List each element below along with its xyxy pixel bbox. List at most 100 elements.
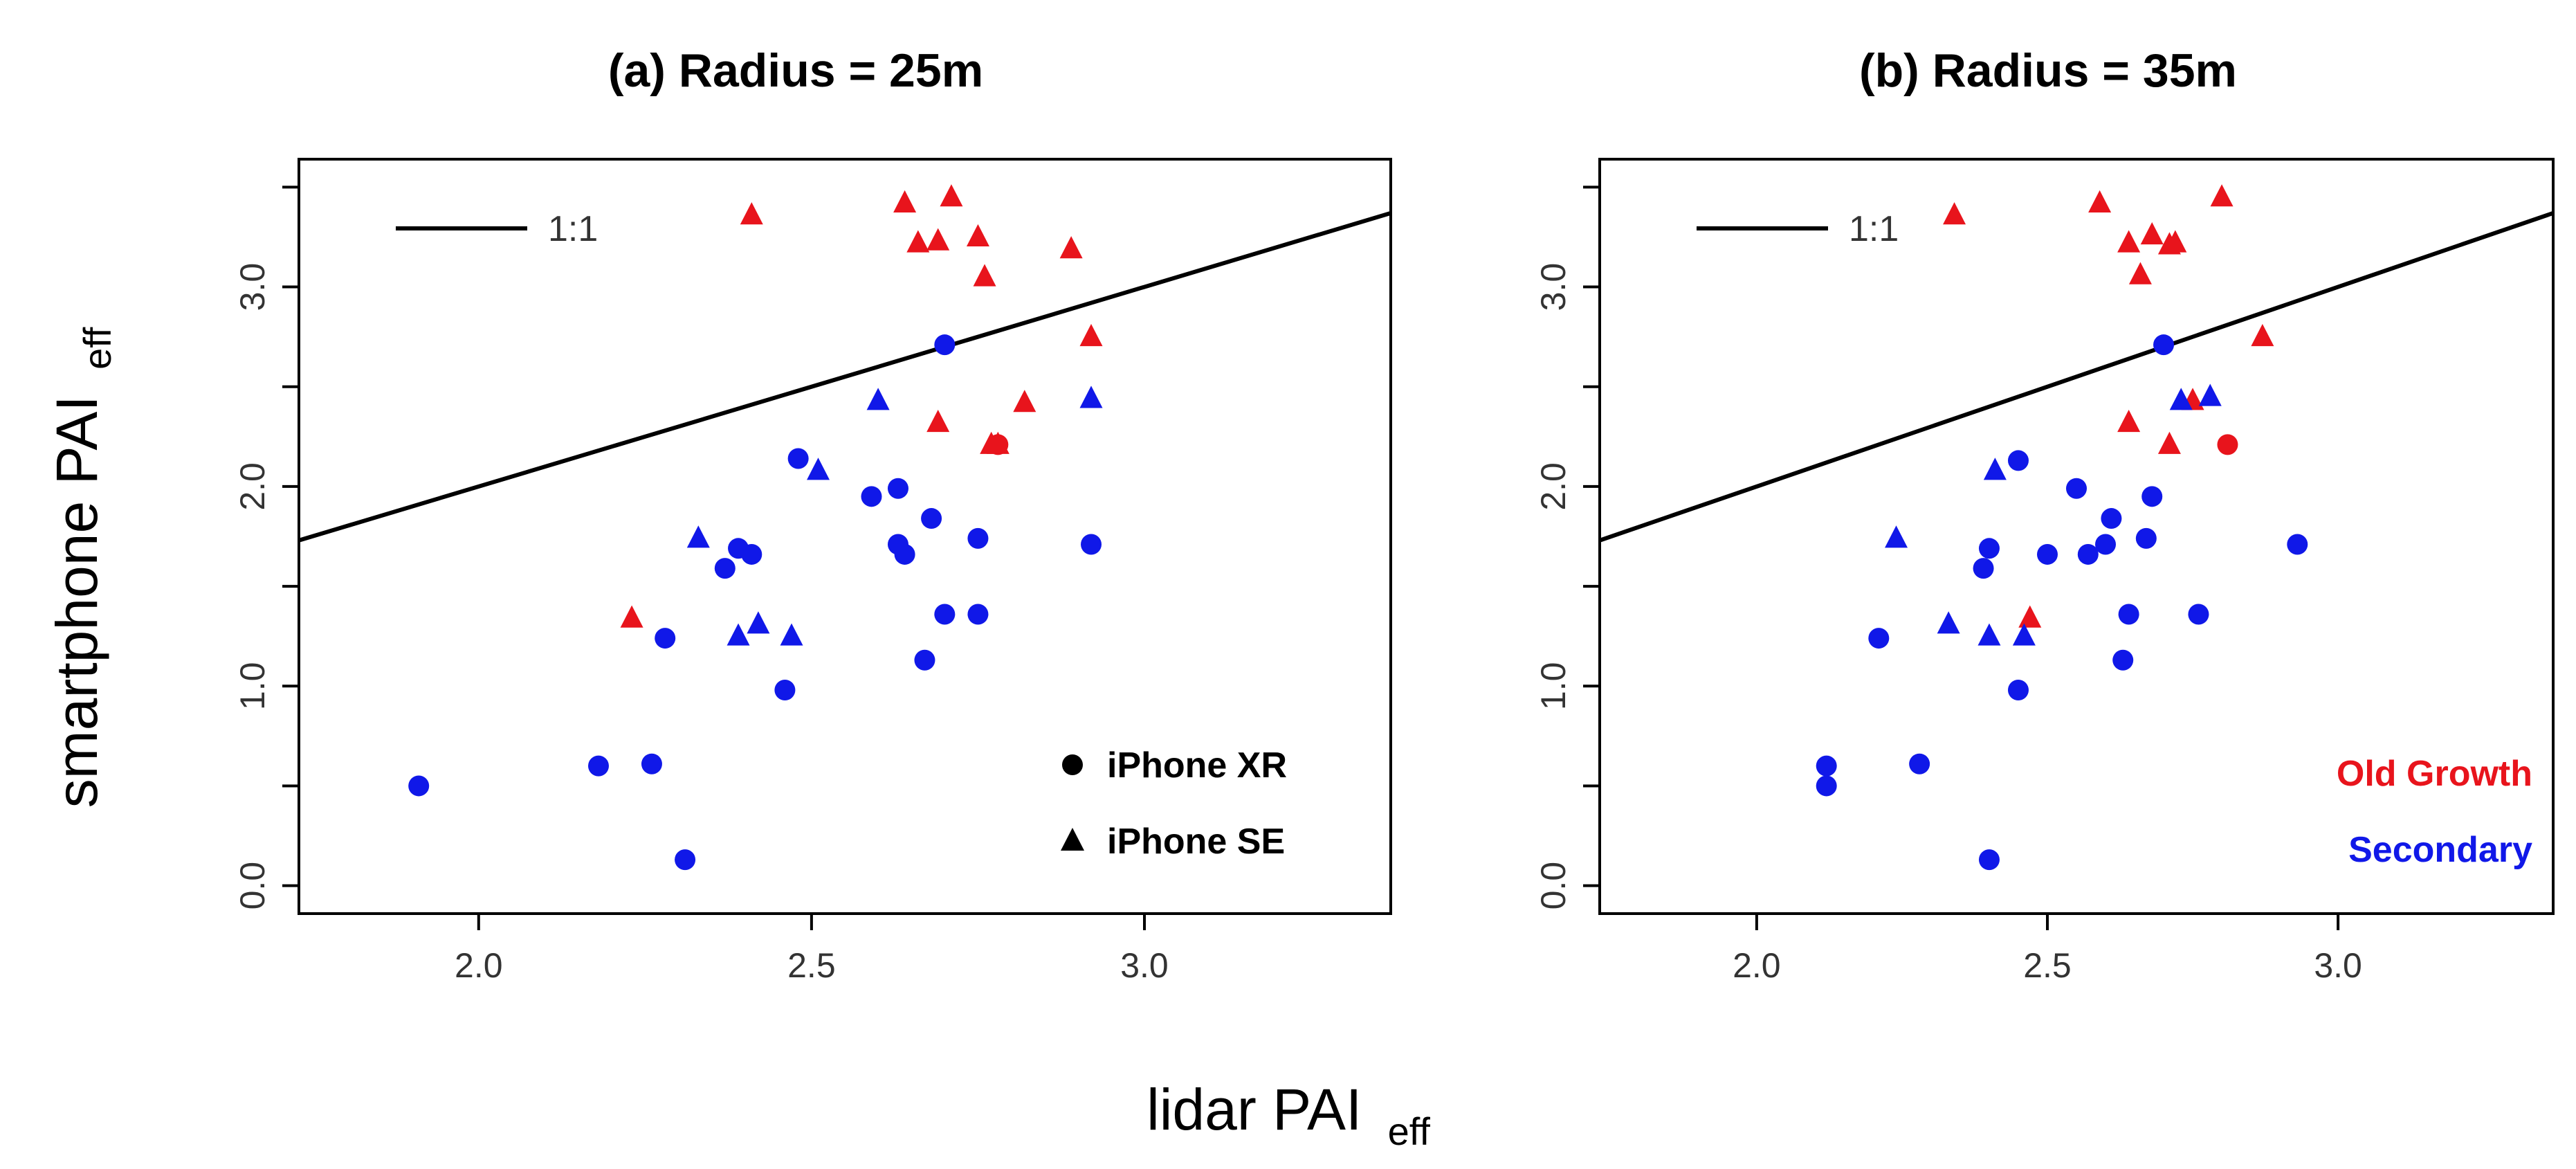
y-tick-label: 1.0 [233, 662, 272, 711]
data-point-circle [934, 334, 956, 356]
legend-device-label: iPhone XR [1107, 745, 1287, 786]
data-point-circle [1081, 534, 1102, 555]
data-point-circle [2066, 478, 2087, 499]
svg-text:smartphone PAI eff: smartphone PAI eff [44, 327, 119, 808]
data-point-triangle [2012, 623, 2036, 646]
data-point-circle [2217, 434, 2238, 455]
data-point-circle [1816, 775, 1837, 797]
data-point-circle [408, 775, 430, 797]
legend-group-label: Old Growth [2337, 754, 2532, 794]
data-point-circle [934, 604, 956, 625]
data-point-circle [2287, 534, 2308, 555]
panel-title: (a) Radius = 25m [608, 44, 983, 97]
x-tick-label: 2.5 [787, 946, 836, 985]
data-point-circle [2141, 486, 2163, 507]
x-axis-label: lidar PAI eff [1147, 1077, 1430, 1153]
data-point-triangle [1059, 236, 1083, 259]
y-tick-label: 2.0 [1534, 462, 1573, 511]
data-point-triangle [1977, 623, 2001, 646]
data-point-triangle [1943, 202, 1966, 225]
data-point-triangle [740, 202, 763, 225]
data-point-triangle [2117, 410, 2141, 433]
data-point-circle [2007, 680, 2029, 701]
data-point-circle [1978, 538, 2000, 559]
data-point-circle [861, 486, 882, 507]
x-tick-label: 2.0 [455, 946, 503, 985]
data-point-triangle [926, 228, 950, 251]
data-point-circle [2112, 649, 2134, 671]
data-point-circle [2036, 543, 2058, 565]
data-point-triangle [1885, 525, 1908, 548]
x-tick-label: 2.0 [1733, 946, 1781, 985]
data-point-triangle [906, 230, 930, 253]
data-point-triangle [2198, 383, 2222, 406]
legend-group-label: Secondary [2348, 830, 2532, 870]
data-point-circle [2101, 508, 2122, 529]
legend-circle-marker [1062, 754, 1083, 775]
data-point-triangle [686, 525, 710, 548]
x-axis-label-text: lidar PAI [1147, 1077, 1362, 1142]
y-axis-label-subscript: eff [75, 327, 119, 370]
data-point-triangle [973, 264, 996, 287]
data-point-triangle [1079, 386, 1103, 408]
data-point-triangle [727, 623, 750, 646]
legend-device-label: iPhone SE [1107, 822, 1285, 862]
y-tick-label: 0.0 [233, 862, 272, 910]
plot-frame [298, 158, 1392, 915]
data-point-triangle [2164, 230, 2187, 253]
legend-one-to-one-label: 1:1 [1849, 209, 1899, 249]
data-point-circle [741, 543, 762, 565]
chart-panels: (a) Radius = 25m 2.0 2.5 3.0 0.0 1.0 2.0 3.0 1:1… [233, 44, 2555, 985]
data-point-triangle [807, 457, 830, 480]
data-point-circle [774, 680, 796, 701]
data-point-triangle [926, 410, 950, 433]
x-tick-label: 3.0 [2314, 946, 2362, 985]
data-point-triangle [940, 184, 963, 207]
data-point-triangle [2169, 388, 2193, 410]
data-point-circle [1816, 755, 1837, 777]
plot-frame [1598, 158, 2555, 915]
data-point-circle [1868, 628, 1890, 649]
data-point-circle [2095, 534, 2117, 555]
data-point-circle [921, 508, 942, 529]
y-axis-label: smartphone PAI eff [44, 327, 119, 808]
data-point-triangle [2251, 324, 2274, 347]
data-point-circle [714, 558, 736, 579]
data-point-circle [2077, 543, 2099, 565]
legend-one-to-one-label: 1:1 [548, 209, 598, 249]
data-point-triangle [1937, 611, 1960, 634]
data-point-circle [1909, 753, 1930, 774]
data-point-circle [2135, 527, 2157, 549]
svg-text:lidar PAI eff: lidar PAI eff [1147, 1077, 1430, 1153]
data-point-circle [887, 478, 908, 499]
data-point-triangle [2210, 184, 2234, 207]
data-point-circle [2188, 604, 2209, 625]
data-point-triangle [747, 611, 770, 634]
data-point-circle [967, 527, 989, 549]
data-point-circle [1973, 558, 1994, 579]
data-point-triangle [2018, 605, 2042, 628]
data-point-triangle [2088, 190, 2112, 212]
data-point-triangle [620, 605, 643, 628]
data-point-circle [1978, 849, 2000, 871]
y-axis-label-text: smartphone PAI [44, 395, 109, 808]
data-point-circle [655, 628, 676, 649]
data-point-triangle [2117, 230, 2141, 253]
data-point-circle [2153, 334, 2175, 356]
data-point-triangle [780, 623, 803, 646]
data-point-triangle [2128, 262, 2152, 284]
data-point-triangle [866, 388, 890, 410]
data-point-circle [914, 649, 935, 671]
one-to-one-line [299, 210, 1391, 543]
y-tick-label: 3.0 [1534, 263, 1573, 311]
y-tick-label: 0.0 [1534, 862, 1573, 910]
data-point-circle [2118, 604, 2139, 625]
data-point-circle [894, 543, 915, 565]
y-tick-label: 3.0 [233, 263, 272, 311]
panel-a: (a) Radius = 25m 2.0 2.5 3.0 0.0 1.0 2.0 3.0 1:1… [233, 44, 1392, 985]
one-to-one-line [1600, 211, 2553, 543]
data-point-triangle [966, 224, 989, 246]
data-point-circle [675, 849, 696, 871]
legend-triangle-marker [1061, 828, 1084, 851]
